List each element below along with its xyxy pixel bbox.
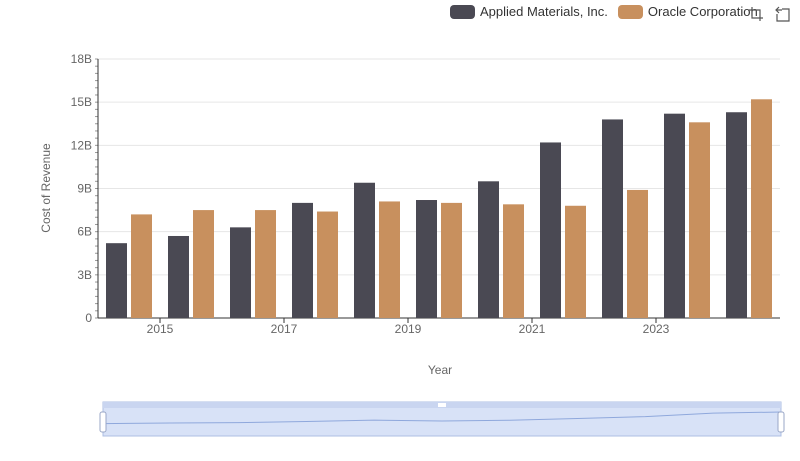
y-axis-label: Cost of Revenue <box>39 143 53 233</box>
bar-oracle <box>689 122 710 318</box>
legend-swatch <box>617 4 643 19</box>
bar-applied-materials <box>726 112 747 318</box>
bar-oracle <box>751 99 772 319</box>
bar-oracle <box>193 210 214 318</box>
x-axis: 2015 2017 2019 2021 2023 <box>98 317 780 336</box>
bar-oracle <box>255 210 276 318</box>
x-tick-label: 2017 <box>271 322 298 336</box>
y-tick-label: 12B <box>71 138 92 152</box>
zoom-slider-grip <box>438 403 446 407</box>
legend-swatch <box>450 4 475 19</box>
bar-oracle <box>503 204 524 318</box>
x-tick-label: 2023 <box>643 322 670 336</box>
legend-label: Oracle Corporation <box>647 4 758 19</box>
y-tick-label: 0 <box>85 311 92 325</box>
bar-applied-materials <box>106 243 127 318</box>
zoom-reset-icon[interactable] <box>774 6 790 22</box>
bar-oracle <box>131 214 152 318</box>
zoom-handle-right <box>777 411 785 433</box>
bar-oracle <box>627 189 648 318</box>
bar-applied-materials <box>416 200 437 318</box>
y-tick-label: 3B <box>77 268 92 282</box>
legend-label: Applied Materials, Inc. <box>480 4 608 19</box>
bar-oracle <box>441 202 462 318</box>
x-tick-label: 2015 <box>147 322 174 336</box>
bars <box>106 99 772 319</box>
bar-oracle <box>379 201 400 318</box>
zoom-slider-preview <box>102 411 782 425</box>
x-tick-label: 2021 <box>519 322 546 336</box>
x-axis-label: Year <box>428 363 452 377</box>
zoom-icon[interactable] <box>748 6 764 22</box>
bar-oracle <box>565 205 586 318</box>
legend-item-oracle[interactable]: Oracle Corporation <box>617 4 758 19</box>
zoom-handle-left <box>99 411 107 433</box>
zoom-slider[interactable] <box>99 401 785 437</box>
bar-oracle <box>317 211 338 318</box>
bar-applied-materials <box>540 142 561 318</box>
y-tick-label: 18B <box>71 52 92 66</box>
y-axis: 0 3B 6B 9B 12B 15B 18B <box>71 52 99 325</box>
legend: Applied Materials, Inc. Oracle Corporati… <box>450 4 768 19</box>
bar-applied-materials <box>664 113 685 318</box>
bar-applied-materials <box>168 235 189 318</box>
y-tick-label: 9B <box>77 182 92 196</box>
bar-applied-materials <box>602 119 623 318</box>
bar-applied-materials <box>230 227 251 318</box>
bar-applied-materials <box>292 202 313 318</box>
legend-item-applied-materials[interactable]: Applied Materials, Inc. <box>450 4 608 19</box>
y-tick-label: 6B <box>77 225 92 239</box>
bar-applied-materials <box>478 181 499 318</box>
bar-applied-materials <box>354 182 375 318</box>
x-tick-label: 2019 <box>395 322 422 336</box>
y-tick-label: 15B <box>71 95 92 109</box>
